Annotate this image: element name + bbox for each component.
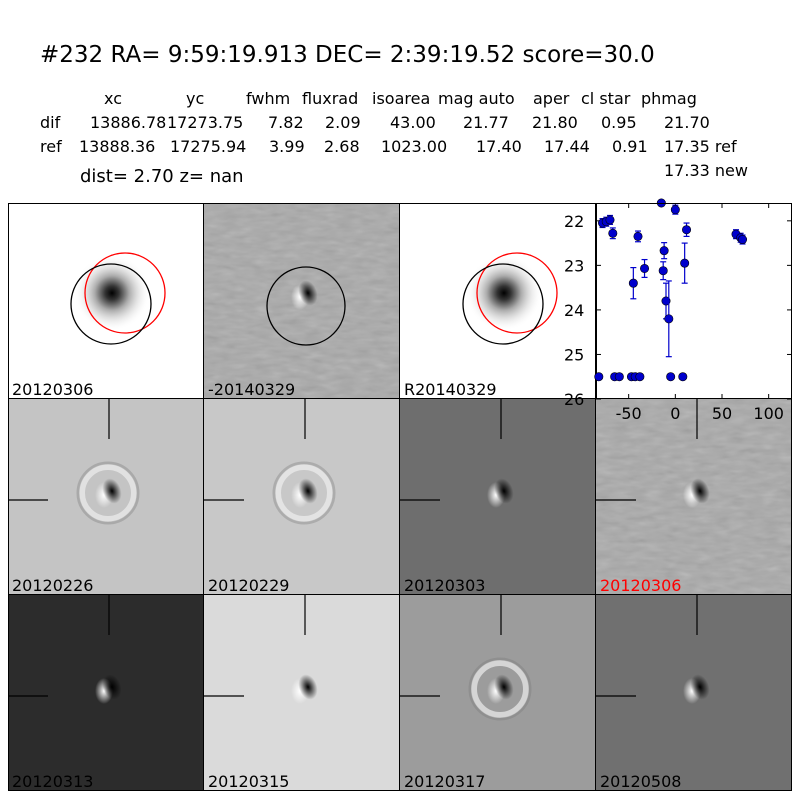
dif-phmag: 21.70 — [664, 113, 710, 132]
ref-phmag: 17.35 ref — [664, 137, 737, 156]
distance-redshift-line: dist= 2.70 z= nan — [80, 166, 244, 187]
lightcurve-plot: 22 23 24 25 26 -50 0 50 100 — [564, 198, 792, 423]
stamp-image — [400, 595, 532, 721]
stamp-image — [8, 595, 122, 704]
col-header-aper: aper — [533, 89, 570, 108]
dif-xc: 13886.78 — [90, 113, 167, 132]
data-point — [635, 372, 645, 382]
stamp-date-label: R20140329 — [404, 380, 497, 399]
dif-yc: 17273.75 — [167, 113, 244, 132]
dif-mag-auto: 21.77 — [463, 113, 509, 132]
data-point — [661, 296, 671, 306]
stamp-date-label: 20120315 — [208, 772, 290, 791]
data-point — [605, 215, 615, 225]
data-point — [666, 372, 676, 382]
data-point — [656, 198, 666, 208]
stamp-date-label: 20120306 — [600, 576, 682, 595]
y-tick-label: 22 — [564, 212, 584, 231]
stamp-panel: -20140329 — [204, 203, 400, 399]
plot-frame — [596, 203, 792, 399]
row-label-ref: ref — [40, 137, 62, 156]
stamp-panel: 20120229 — [204, 399, 400, 595]
y-tick-label: 23 — [564, 256, 584, 275]
stamp-panel: 20120306 — [596, 399, 792, 595]
data-point — [670, 205, 680, 215]
col-header-fluxrad: fluxrad — [302, 89, 359, 108]
col-header-mag-auto: mag auto — [438, 89, 515, 108]
data-point — [658, 266, 668, 276]
x-tick-label: -50 — [616, 404, 642, 423]
stamp-image — [204, 203, 399, 398]
data-point — [659, 246, 669, 256]
dif-isoarea: 43.00 — [390, 113, 436, 132]
y-tick-label: 26 — [564, 390, 584, 409]
stamp-date-label: 20120313 — [12, 772, 94, 791]
data-point — [664, 314, 674, 324]
data-point — [738, 235, 748, 245]
data-point — [614, 372, 624, 382]
data-point — [682, 225, 692, 235]
ref-fluxrad: 2.68 — [324, 137, 360, 156]
page-title: #232 RA= 9:59:19.913 DEC= 2:39:19.52 sco… — [40, 42, 655, 68]
stamp-panel: R20140329 — [400, 203, 596, 399]
stamp-panel: 20120226 — [8, 399, 204, 595]
ref-isoarea: 1023.00 — [381, 137, 448, 156]
stamp-date-label: 20120508 — [600, 772, 682, 791]
stamp-panel: 20120306 — [8, 203, 204, 399]
data-point — [633, 231, 643, 241]
y-tick-label: 25 — [564, 345, 584, 364]
stamp-image — [204, 595, 318, 704]
stamp-panel: 20120317 — [400, 595, 596, 791]
lightcurve-svg: 22 23 24 25 26 -50 0 50 100 — [564, 198, 792, 423]
y-tick-label: 24 — [564, 301, 584, 320]
stamp-image — [462, 252, 558, 345]
stamp-image — [204, 399, 336, 525]
stamp-image — [596, 595, 710, 704]
data-point — [678, 372, 688, 382]
ref-yc: 17275.94 — [170, 137, 247, 156]
col-header-xc: xc — [104, 89, 122, 108]
stamp-panel: 20120303 — [400, 399, 596, 595]
stamp-image — [596, 399, 791, 594]
col-header-isoarea: isoarea — [372, 89, 431, 108]
new-phmag: 17.33 new — [664, 161, 748, 180]
data-point — [594, 372, 604, 382]
col-header-fwhm: fwhm — [246, 89, 291, 108]
col-header-yc: yc — [186, 89, 205, 108]
stamp-image — [400, 399, 514, 508]
ref-cl-star: 0.91 — [612, 137, 648, 156]
data-point — [680, 258, 690, 268]
data-point — [628, 278, 638, 288]
data-point — [640, 263, 650, 273]
stamp-panel: 20120315 — [204, 595, 400, 791]
x-tick-label: 50 — [712, 404, 732, 423]
stamp-date-label: 20120303 — [404, 576, 486, 595]
stamp-image — [70, 252, 166, 345]
ref-xc: 13888.36 — [79, 137, 156, 156]
ref-mag-auto: 17.40 — [476, 137, 522, 156]
stamp-date-label: 20120317 — [404, 772, 486, 791]
x-tick-label: 0 — [670, 404, 680, 423]
stamp-date-label: -20140329 — [208, 380, 296, 399]
dif-aper: 21.80 — [532, 113, 578, 132]
x-tick-label: 100 — [753, 404, 784, 423]
dif-fwhm: 7.82 — [268, 113, 304, 132]
stamp-date-label: 20120226 — [12, 576, 94, 595]
ref-aper: 17.44 — [544, 137, 590, 156]
stamp-panel: 20120508 — [596, 595, 792, 791]
col-header-cl-star: cl star — [581, 89, 631, 108]
stamp-date-label: 20120306 — [12, 380, 94, 399]
data-point — [608, 228, 618, 238]
dif-fluxrad: 2.09 — [325, 113, 361, 132]
dif-cl-star: 0.95 — [601, 113, 637, 132]
stamp-date-label: 20120229 — [208, 576, 290, 595]
col-header-phmag: phmag — [641, 89, 697, 108]
row-label-dif: dif — [40, 113, 61, 132]
stamp-panel: 20120313 — [8, 595, 204, 791]
stamp-image — [8, 399, 140, 525]
ref-fwhm: 3.99 — [269, 137, 305, 156]
